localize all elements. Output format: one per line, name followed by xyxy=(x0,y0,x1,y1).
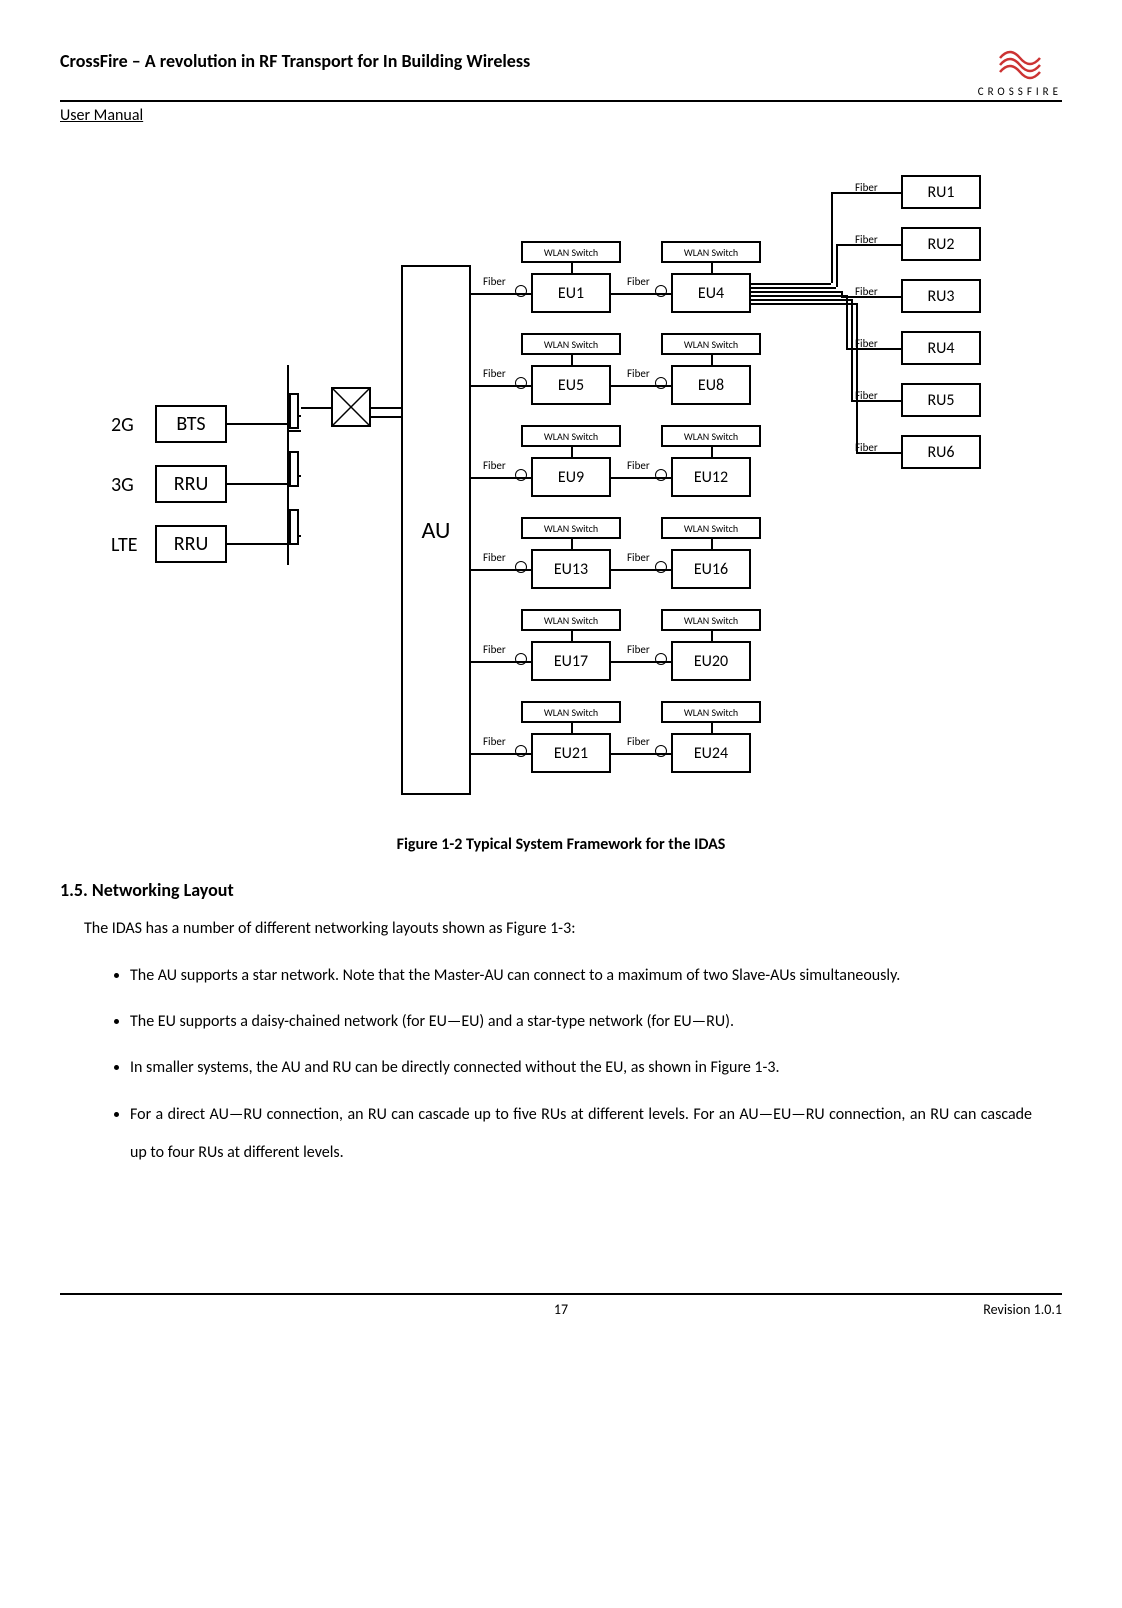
section-heading: 1.5. Networking Layout xyxy=(60,879,1062,901)
bullet-list: The AU supports a star network. Note tha… xyxy=(100,957,1062,1173)
eu-box: EU1 xyxy=(531,273,611,313)
source-box: BTS xyxy=(155,405,227,443)
wlan-switch-box: WLAN Switch xyxy=(661,609,761,631)
doc-subtitle: User Manual xyxy=(60,106,1062,125)
wlan-switch-box: WLAN Switch xyxy=(521,609,621,631)
eu-box: EU5 xyxy=(531,365,611,405)
net-label: 3G xyxy=(111,473,134,497)
wlan-switch-box: WLAN Switch xyxy=(521,517,621,539)
net-label: LTE xyxy=(111,533,137,557)
wlan-switch-box: WLAN Switch xyxy=(661,425,761,447)
wlan-switch-box: WLAN Switch xyxy=(521,425,621,447)
eu-box: EU4 xyxy=(671,273,751,313)
ru-box: RU2 xyxy=(901,227,981,261)
fiber-label: Fiber xyxy=(627,275,650,288)
revision-text: Revision 1.0.1 xyxy=(983,1301,1062,1318)
source-box: RRU xyxy=(155,525,227,563)
eu-box: EU12 xyxy=(671,457,751,497)
wlan-switch-box: WLAN Switch xyxy=(521,333,621,355)
eu-box: EU20 xyxy=(671,641,751,681)
eu-box: EU9 xyxy=(531,457,611,497)
doc-title: CrossFire – A revolution in RF Transport… xyxy=(60,50,530,72)
fiber-label: Fiber xyxy=(627,643,650,656)
fiber-label: Fiber xyxy=(627,459,650,472)
eu-box: EU24 xyxy=(671,733,751,773)
fiber-label: Fiber xyxy=(627,551,650,564)
eu-box: EU17 xyxy=(531,641,611,681)
fiber-label: Fiber xyxy=(483,735,506,748)
page-footer: 17 Revision 1.0.1 xyxy=(60,1293,1062,1318)
bullet-item: The EU supports a daisy-chained network … xyxy=(130,1003,1032,1041)
fiber-label: Fiber xyxy=(627,735,650,748)
intro-paragraph: The IDAS has a number of different netwo… xyxy=(84,916,1062,942)
ru-box: RU1 xyxy=(901,175,981,209)
logo: CROSSFIRE xyxy=(978,50,1062,98)
logo-text: CROSSFIRE xyxy=(978,85,1062,98)
ru-box: RU3 xyxy=(901,279,981,313)
eu-box: EU16 xyxy=(671,549,751,589)
source-box: RRU xyxy=(155,465,227,503)
fiber-label: Fiber xyxy=(483,367,506,380)
fiber-label: Fiber xyxy=(627,367,650,380)
system-diagram: 2G BTS 3G RRU LTE RRU AU WLAN Switch WLAN Switch… xyxy=(111,165,1011,805)
eu-box: EU8 xyxy=(671,365,751,405)
fiber-label: Fiber xyxy=(483,275,506,288)
page-number: 17 xyxy=(554,1301,568,1318)
ru-box: RU4 xyxy=(901,331,981,365)
wlan-switch-box: WLAN Switch xyxy=(661,241,761,263)
net-label: 2G xyxy=(111,413,134,437)
fiber-label: Fiber xyxy=(483,551,506,564)
wlan-switch-box: WLAN Switch xyxy=(661,333,761,355)
page-header: CrossFire – A revolution in RF Transport… xyxy=(60,50,1062,102)
eu-box: EU21 xyxy=(531,733,611,773)
fiber-label: Fiber xyxy=(483,459,506,472)
wlan-switch-box: WLAN Switch xyxy=(521,241,621,263)
eu-box: EU13 xyxy=(531,549,611,589)
ru-box: RU6 xyxy=(901,435,981,469)
au-box: AU xyxy=(401,265,471,795)
bullet-item: The AU supports a star network. Note tha… xyxy=(130,957,1032,995)
logo-waves-icon xyxy=(995,50,1045,80)
connector-block xyxy=(289,509,299,545)
connector-block xyxy=(289,451,299,487)
wlan-switch-box: WLAN Switch xyxy=(661,517,761,539)
ru-box: RU5 xyxy=(901,383,981,417)
fiber-label: Fiber xyxy=(483,643,506,656)
bullet-item: For a direct AU—RU connection, an RU can… xyxy=(130,1096,1032,1173)
figure-caption: Figure 1-2 Typical System Framework for … xyxy=(60,835,1062,854)
wlan-switch-box: WLAN Switch xyxy=(661,701,761,723)
bullet-item: In smaller systems, the AU and RU can be… xyxy=(130,1049,1032,1087)
connector-block xyxy=(289,393,299,429)
wlan-switch-box: WLAN Switch xyxy=(521,701,621,723)
